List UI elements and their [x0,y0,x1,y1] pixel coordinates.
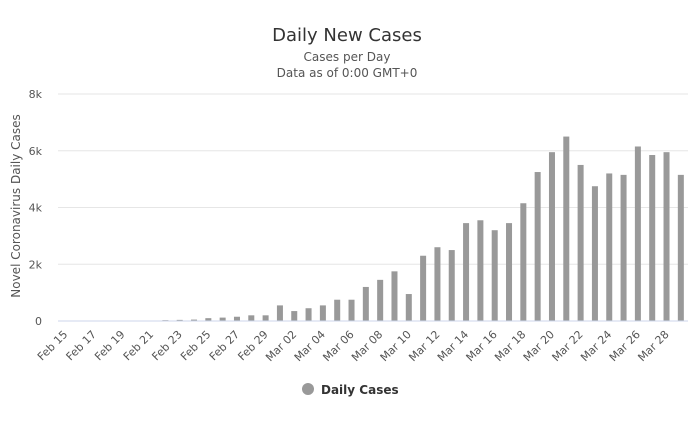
bar[interactable] [520,203,527,321]
bar[interactable] [591,186,598,321]
x-tick-label: Feb 15 [35,328,70,363]
bar[interactable] [506,223,513,321]
x-tick-label: Mar 24 [578,328,614,364]
bar[interactable] [391,271,398,321]
bar[interactable] [606,173,613,321]
bar[interactable] [434,247,441,321]
bar[interactable] [377,279,384,321]
bar[interactable] [663,152,670,321]
bar[interactable] [620,174,627,321]
chart-title: Daily New Cases [272,25,422,46]
x-tick-label: Feb 17 [64,328,99,363]
y-tick-label: 4k [29,202,43,215]
bar[interactable] [548,152,555,321]
bar[interactable] [176,319,183,321]
x-tick-label: Mar 20 [521,328,557,364]
x-tick-label: Feb 25 [178,328,213,363]
bar[interactable] [677,174,684,321]
x-tick-label: Feb 19 [92,328,127,363]
bar[interactable] [219,317,226,321]
bar[interactable] [634,146,641,321]
bar[interactable] [276,305,283,321]
bar[interactable] [319,305,326,321]
x-tick-label: Mar 04 [292,328,328,364]
bar[interactable] [420,255,427,321]
x-tick-label: Mar 14 [435,328,471,364]
legend-label-daily-cases[interactable]: Daily Cases [321,383,399,397]
bar[interactable] [405,294,412,321]
legend[interactable]: Daily Cases [302,383,399,397]
chart-subtitle-line-2: Data as of 0:00 GMT+0 [277,66,418,80]
x-tick-label: Mar 10 [378,328,414,364]
x-tick-label: Mar 28 [635,328,671,364]
bar[interactable] [191,319,198,321]
x-tick-label: Mar 22 [549,328,585,364]
x-tick-label: Mar 16 [464,328,500,364]
bar-series-daily-cases [162,136,684,321]
bar[interactable] [463,223,470,321]
y-tick-label: 8k [29,88,43,101]
bar[interactable] [248,315,255,321]
bar[interactable] [563,136,570,321]
bar[interactable] [362,286,369,321]
bar[interactable] [448,250,455,321]
y-tick-label: 0 [35,315,42,328]
x-tick-label: Mar 26 [607,328,643,364]
x-tick-label: Mar 02 [263,328,299,364]
x-tick-label: Feb 27 [207,328,242,363]
x-tick-label: Feb 23 [149,328,184,363]
bar[interactable] [305,308,312,321]
bar[interactable] [348,299,355,321]
x-tick-label: Mar 08 [349,328,385,364]
bar[interactable] [649,155,656,321]
x-tick-label: Feb 21 [121,328,156,363]
x-tick-label: Mar 18 [492,328,528,364]
bar[interactable] [262,315,269,321]
x-tick-label: Mar 12 [406,328,442,364]
chart-subtitle-line-1: Cases per Day [304,50,391,64]
y-tick-label: 2k [29,258,43,271]
bar[interactable] [334,299,341,321]
y-tick-label: 6k [29,145,43,158]
bar[interactable] [534,172,541,321]
bar[interactable] [205,318,212,321]
bar[interactable] [477,220,484,321]
bar[interactable] [233,316,240,321]
legend-marker-daily-cases[interactable] [302,383,314,395]
bar[interactable] [577,164,584,321]
y-axis-ticks: 0 2k 4k 6k 8k [29,88,43,328]
bar[interactable] [491,230,498,321]
x-tick-label: Mar 06 [320,328,356,364]
y-axis-title: Novel Coronavirus Daily Cases [9,114,23,297]
bar[interactable] [291,311,298,321]
